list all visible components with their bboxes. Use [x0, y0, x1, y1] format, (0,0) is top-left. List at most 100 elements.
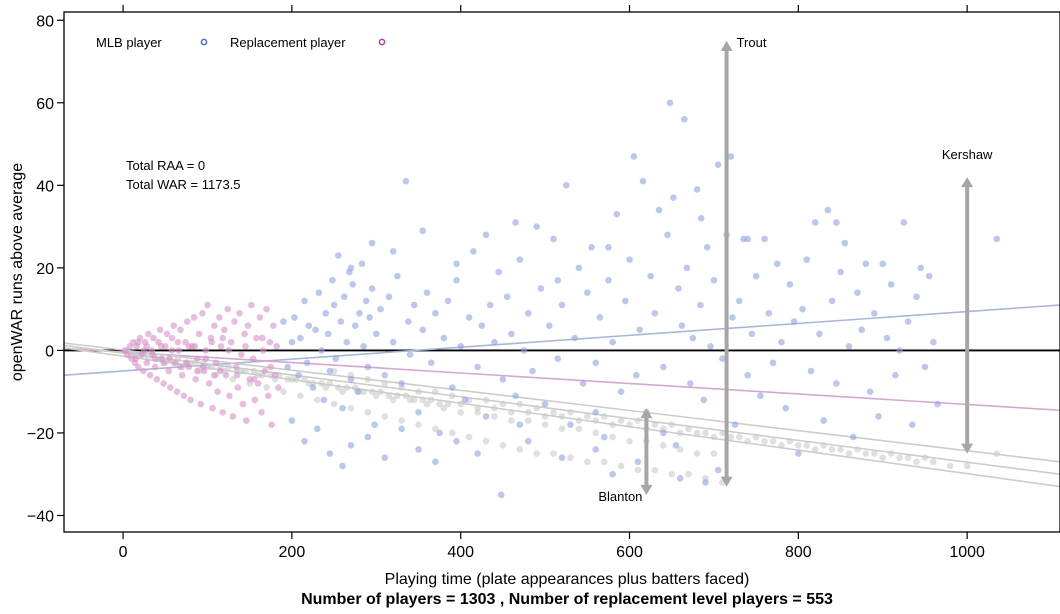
point-replacement-player	[194, 367, 201, 375]
y-tick-label: 60	[36, 96, 54, 113]
point-replacement-player	[209, 404, 216, 412]
point-mlb-player	[647, 272, 654, 280]
point-mlb-player	[482, 231, 490, 239]
point-mlb-player	[332, 355, 340, 362]
point-mlb-player	[320, 396, 328, 404]
point-replacement-player	[191, 342, 199, 350]
point-mlb-player	[672, 442, 680, 449]
x-axis-title: Playing time (plate appearances plus bat…	[385, 571, 750, 588]
point-mlb-player	[731, 421, 739, 428]
point-mlb-player	[457, 342, 465, 350]
x-tick-label: 600	[616, 544, 643, 561]
point-mlb-player	[681, 116, 688, 123]
point-replacement-level	[913, 458, 920, 466]
point-mlb-player	[354, 388, 362, 395]
point-mlb-player	[639, 177, 647, 185]
point-replacement-level	[634, 417, 642, 424]
point-replacement-level	[389, 396, 397, 404]
point-replacement-player	[219, 334, 226, 342]
point-replacement-level	[516, 446, 524, 453]
point-replacement-player	[172, 359, 179, 367]
point-mlb-player	[516, 256, 524, 263]
point-mlb-player	[622, 297, 629, 305]
point-replacement-level	[419, 396, 427, 404]
point-replacement-level	[609, 421, 616, 428]
y-tick-label: −20	[27, 426, 54, 443]
point-mlb-player	[520, 347, 528, 354]
point-mlb-player	[330, 301, 338, 309]
point-replacement-level	[254, 371, 262, 379]
point-mlb-player	[664, 231, 671, 239]
point-replacement-level	[482, 437, 490, 445]
point-replacement-level	[373, 392, 380, 400]
point-replacement-level	[668, 421, 676, 428]
point-replacement-level	[761, 437, 768, 445]
point-replacement-level	[491, 404, 498, 412]
point-mlb-player	[693, 186, 701, 193]
point-replacement-player	[259, 347, 267, 354]
point-mlb-player	[854, 289, 861, 296]
arrowhead-bottom-kershaw	[961, 443, 974, 454]
point-mlb-player	[659, 429, 667, 437]
point-replacement-player	[140, 367, 147, 375]
point-mlb-player	[440, 334, 448, 342]
point-replacement-level	[778, 442, 785, 449]
point-replacement-level	[811, 446, 819, 453]
point-mlb-player	[744, 371, 751, 379]
point-replacement-player	[234, 384, 242, 391]
point-replacement-player	[156, 326, 164, 334]
point-replacement-level	[533, 404, 540, 412]
point-replacement-level	[626, 437, 633, 445]
point-replacement-player	[224, 305, 232, 313]
point-mlb-player	[280, 318, 287, 325]
point-replacement-level	[229, 376, 237, 383]
point-replacement-level	[820, 442, 827, 449]
total-war-text: Total WAR = 1173.5	[126, 177, 241, 192]
point-mlb-player	[871, 309, 878, 317]
point-replacement-player	[264, 392, 272, 400]
point-replacement-level	[432, 425, 439, 433]
point-replacement-player	[195, 330, 203, 338]
point-replacement-level	[225, 363, 232, 371]
point-mlb-player	[423, 289, 431, 296]
point-mlb-player	[605, 243, 612, 251]
point-mlb-player	[592, 446, 600, 453]
point-replacement-level	[335, 384, 342, 391]
point-mlb-player	[371, 421, 378, 428]
point-replacement-player	[157, 342, 165, 350]
point-mlb-player	[925, 272, 933, 280]
point-mlb-player	[313, 425, 321, 433]
point-mlb-player	[358, 260, 366, 268]
point-mlb-player	[470, 248, 477, 255]
point-mlb-player	[297, 334, 304, 342]
point-replacement-level	[668, 470, 676, 478]
point-replacement-player	[239, 400, 247, 408]
arrowhead-top-blanton	[640, 408, 653, 419]
point-mlb-player	[410, 301, 418, 309]
point-mlb-player	[508, 330, 515, 338]
point-mlb-player	[866, 388, 874, 395]
point-mlb-player	[786, 281, 794, 288]
point-mlb-player	[482, 413, 490, 420]
reference-line-replacement-fit	[63, 347, 1060, 412]
point-replacement-level	[600, 458, 608, 466]
point-replacement-level	[592, 417, 600, 424]
point-mlb-player	[579, 380, 587, 387]
point-mlb-player	[326, 367, 334, 375]
point-replacement-level	[330, 400, 338, 408]
point-replacement-level	[508, 409, 515, 416]
point-mlb-player	[879, 260, 887, 268]
point-replacement-level	[558, 413, 566, 420]
point-mlb-player	[398, 380, 405, 387]
point-mlb-player	[904, 318, 912, 325]
point-mlb-player	[427, 359, 435, 367]
point-replacement-level	[617, 462, 625, 470]
point-replacement-player	[233, 371, 241, 379]
point-replacement-player	[150, 334, 157, 342]
point-mlb-player	[360, 342, 367, 350]
point-replacement-player	[187, 396, 194, 404]
point-mlb-player	[634, 458, 642, 466]
point-mlb-player	[697, 301, 704, 309]
point-mlb-player	[398, 425, 405, 433]
point-replacement-level	[592, 429, 600, 437]
